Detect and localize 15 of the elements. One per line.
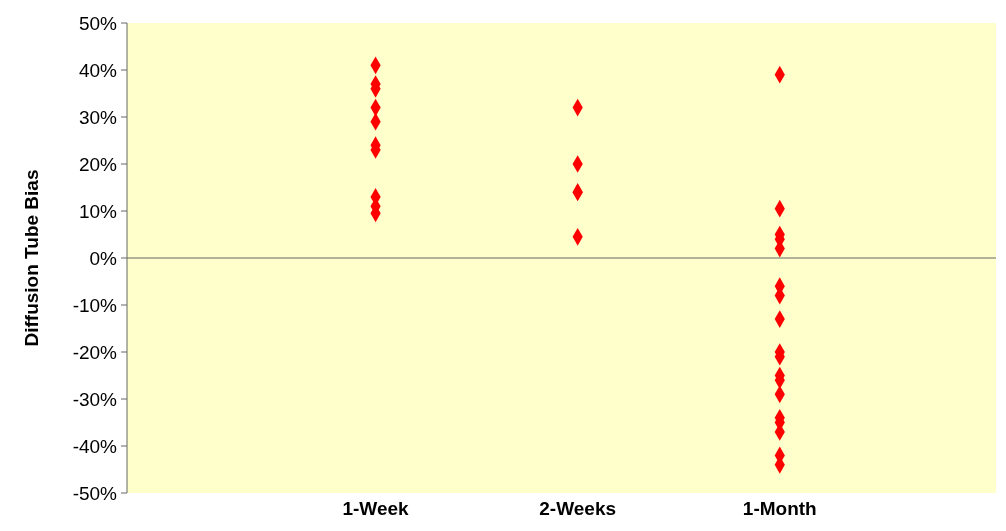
y-tick-label: 50% bbox=[78, 12, 118, 34]
y-tick-label: -50% bbox=[72, 482, 118, 504]
y-tick-label: 0% bbox=[89, 247, 118, 269]
y-tick-label: -40% bbox=[72, 435, 118, 457]
x-tick-label: 1-Week bbox=[342, 498, 410, 519]
x-tick-label: 1-Month bbox=[742, 498, 817, 519]
y-tick-label: 30% bbox=[78, 106, 118, 128]
y-tick-label: 20% bbox=[78, 153, 118, 175]
x-tick-label: 2-Weeks bbox=[539, 498, 617, 519]
y-tick-label: -30% bbox=[72, 388, 118, 410]
y-tick-label: 10% bbox=[78, 200, 118, 222]
y-tick-label: -10% bbox=[72, 294, 118, 316]
y-tick-label: -20% bbox=[72, 341, 118, 363]
y-axis-title: Diffusion Tube Bias bbox=[21, 169, 42, 347]
y-tick-label: 40% bbox=[78, 59, 118, 81]
